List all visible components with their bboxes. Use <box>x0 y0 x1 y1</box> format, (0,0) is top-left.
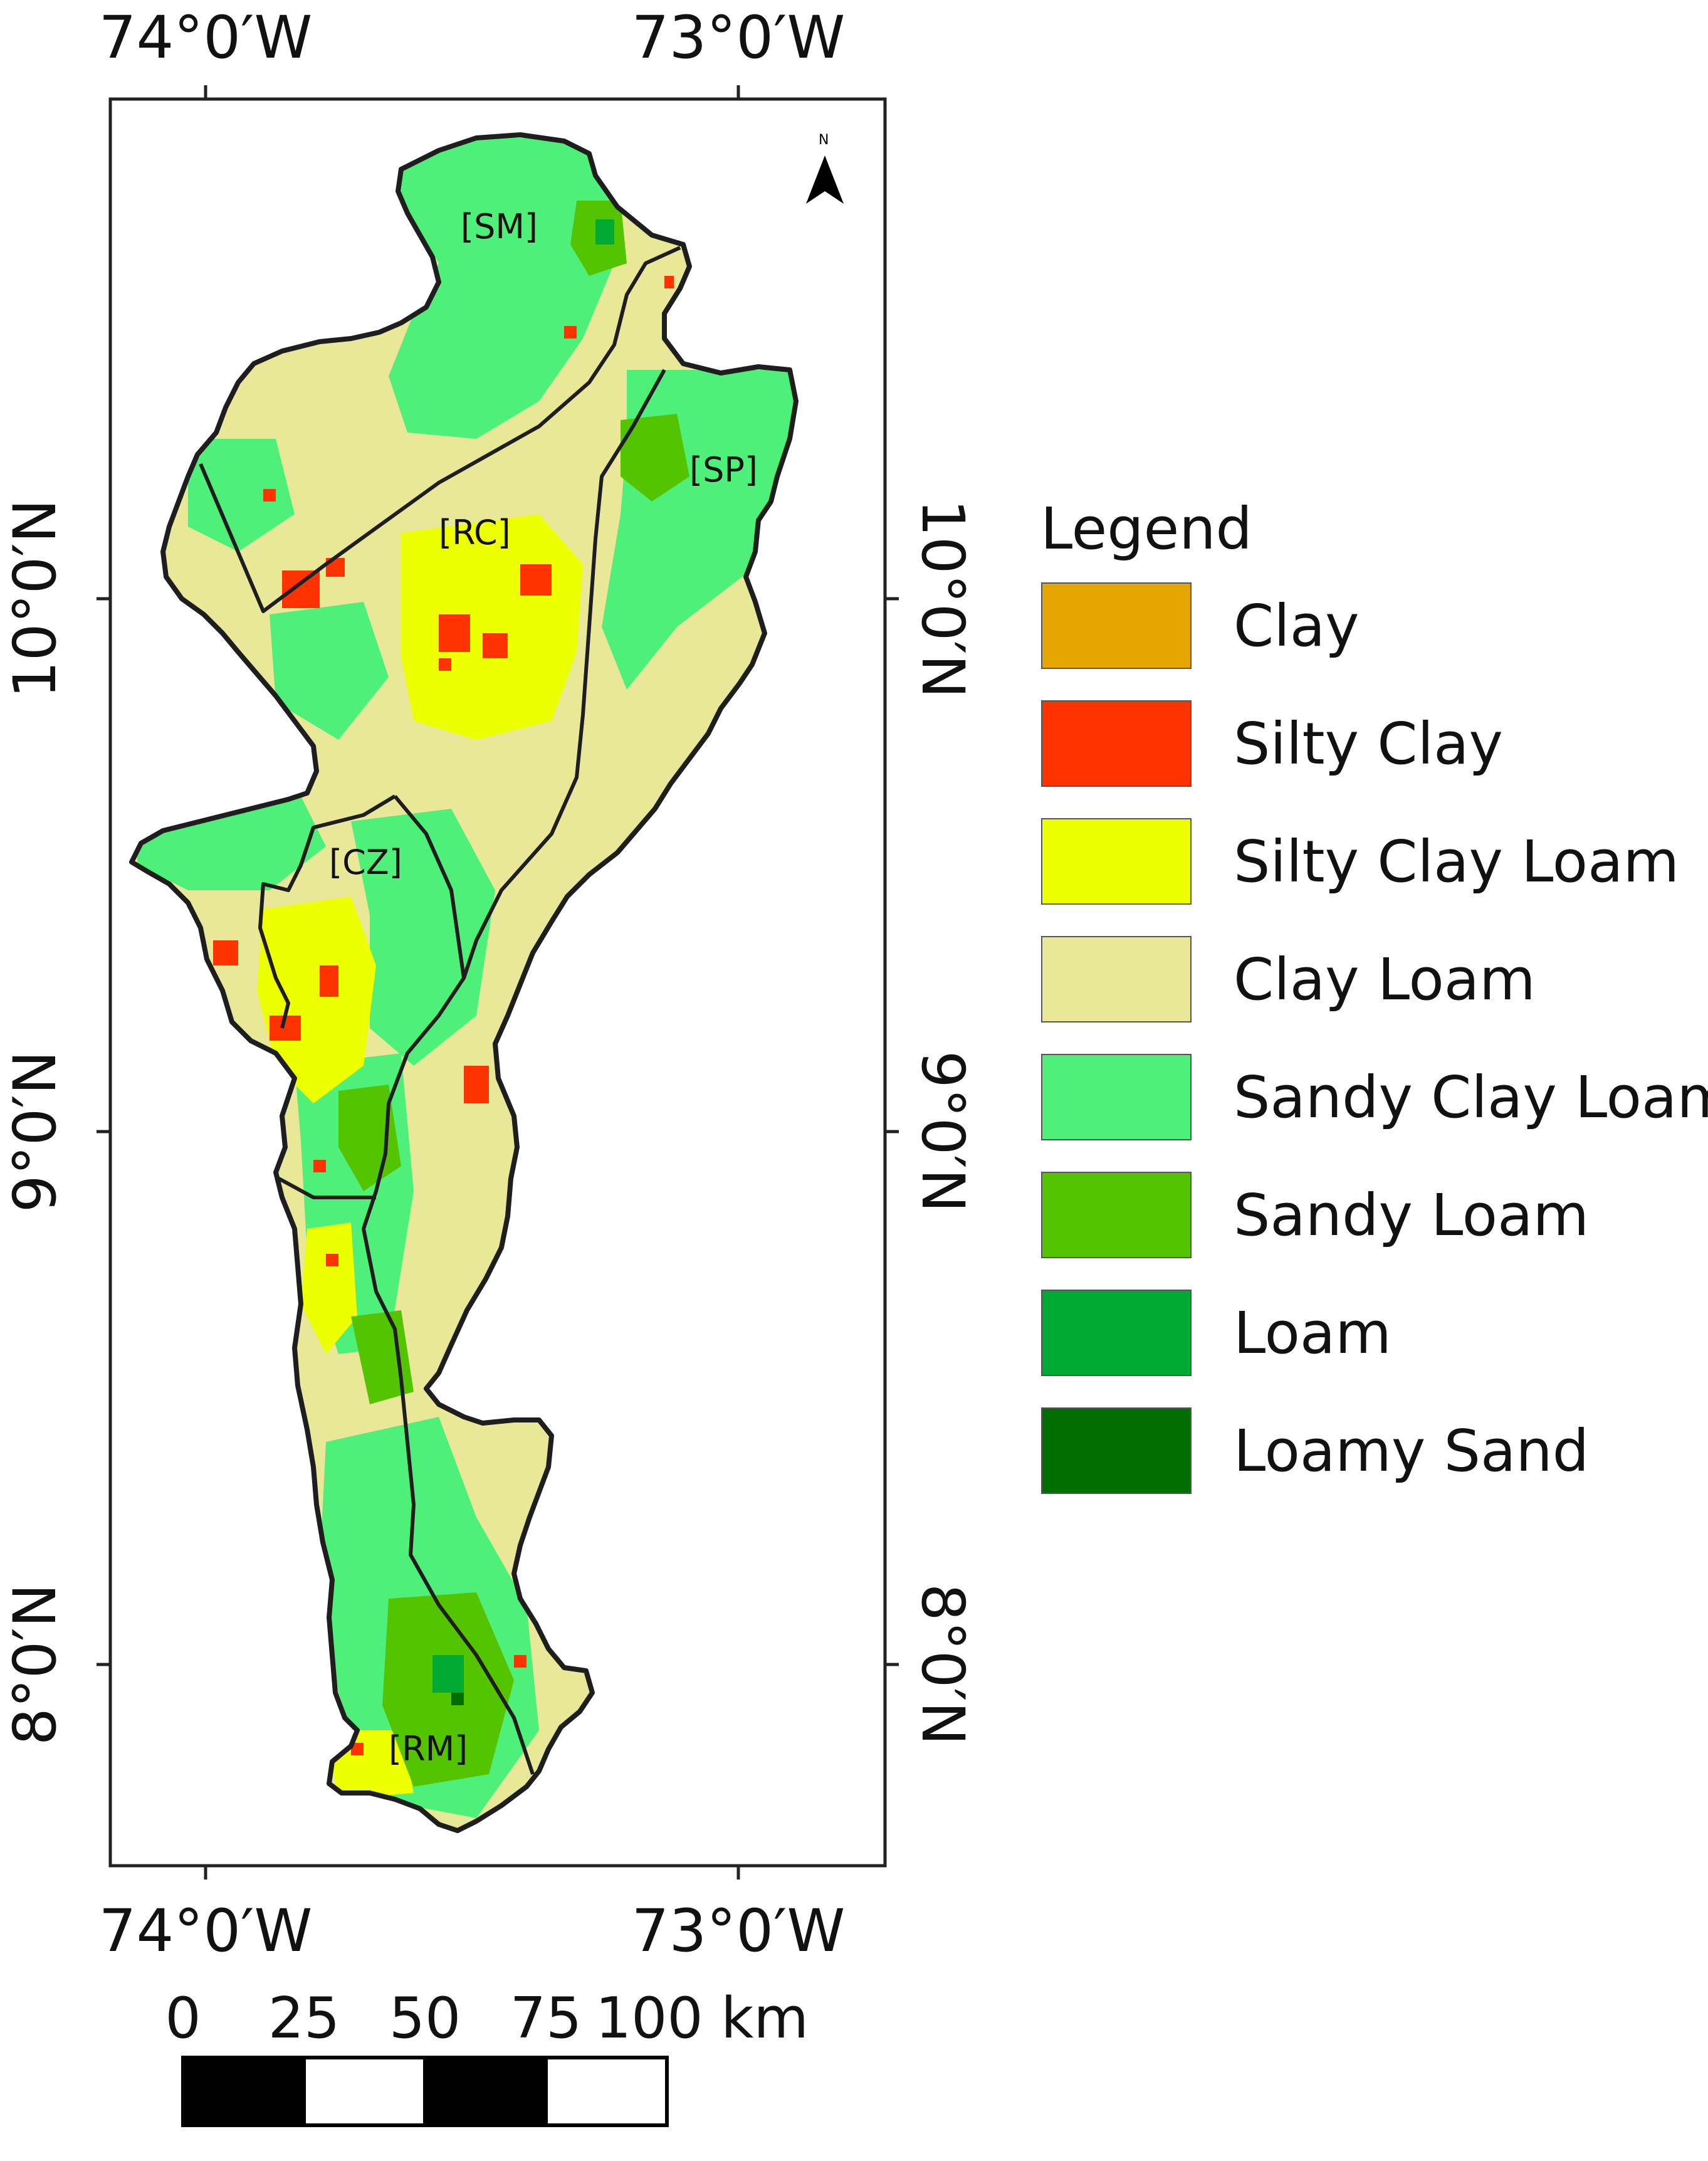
legend-swatch-sandy-loam <box>1041 1172 1192 1258</box>
right-tick-label-10n: 10°0′N <box>908 499 977 698</box>
boundary-rc-sp <box>462 369 666 979</box>
north-arrow-letter: N <box>819 132 829 148</box>
scale-label-0: 0 <box>165 1985 201 2051</box>
region-label-cz: [CZ] <box>329 843 402 882</box>
scale-label-100km: 100 km <box>595 1985 809 2051</box>
legend-title: Legend <box>1040 495 1252 562</box>
scale-segment-4 <box>544 2056 669 2127</box>
legend: Legend Clay Silty Clay Silty Clay Loam C… <box>1040 495 1708 1494</box>
legend-label-silty-clay: Silty Clay <box>1234 710 1503 777</box>
loam-patch-sm <box>595 219 614 244</box>
top-tick-label-73w: 73°0′W <box>632 4 846 72</box>
map-ticks <box>97 85 899 1880</box>
legend-swatch-clay <box>1041 582 1192 669</box>
legend-item-silty-clay: Silty Clay <box>1041 700 1503 787</box>
legend-label-sandy-loam: Sandy Loam <box>1234 1182 1589 1249</box>
scale-label-75: 75 <box>510 1985 582 2051</box>
legend-item-sandy-clay-loam: Sandy Clay Loam <box>1041 1054 1708 1140</box>
left-tick-label-10n: 10°0′N <box>1 499 70 698</box>
legend-item-clay: Clay <box>1041 582 1360 669</box>
legend-item-sandy-loam: Sandy Loam <box>1041 1172 1589 1258</box>
sandy-loam-zone-lower <box>351 1310 414 1404</box>
bottom-tick-label-73w: 73°0′W <box>632 1897 846 1965</box>
left-tick-label-9n: 9°0′N <box>1 1051 70 1212</box>
legend-swatch-sandy-clay-loam <box>1041 1054 1192 1140</box>
scale-segment-2 <box>302 2056 427 2127</box>
legend-swatch-silty-clay <box>1041 700 1192 787</box>
legend-item-loam: Loam <box>1041 1290 1391 1376</box>
sandy-clay-loam-zone-upper-west <box>188 439 295 552</box>
legend-item-silty-clay-loam: Silty Clay Loam <box>1041 818 1679 905</box>
legend-swatch-silty-clay-loam <box>1041 818 1192 905</box>
region-boundaries <box>199 246 681 1775</box>
legend-label-loamy-sand: Loamy Sand <box>1234 1417 1589 1485</box>
scale-segment-1 <box>181 2056 306 2127</box>
legend-label-silty-clay-loam: Silty Clay Loam <box>1234 828 1679 895</box>
right-tick-label-8n: 8°0′N <box>908 1584 977 1745</box>
top-tick-label-74w: 74°0′W <box>99 4 313 72</box>
loam-patch-rm <box>432 1655 464 1693</box>
loamy-sand-patch <box>451 1693 464 1705</box>
region-label-rm: [RM] <box>389 1729 468 1769</box>
scale-bar: 0 25 50 75 100 km <box>165 1985 809 2127</box>
scale-segment-3 <box>423 2056 548 2127</box>
bottom-tick-label-74w: 74°0′W <box>99 1897 313 1965</box>
north-arrow-icon: N <box>806 132 844 204</box>
boundary-sm-rc <box>199 246 681 613</box>
study-area-outline <box>129 132 799 1833</box>
legend-label-loam: Loam <box>1234 1300 1391 1367</box>
scale-label-25: 25 <box>268 1985 340 2051</box>
sandy-loam-zone-mid <box>338 1085 401 1191</box>
sandy-clay-loam-zone-center <box>351 809 495 1066</box>
silty-clay-patches <box>213 276 674 1755</box>
legend-swatch-loamy-sand <box>1041 1407 1192 1494</box>
boundary-cz <box>362 795 535 1775</box>
region-label-sm: [SM] <box>461 207 538 246</box>
boundary-cross-lower <box>278 1177 376 1199</box>
region-label-rc: [RC] <box>439 513 511 552</box>
boundary-cz-west <box>258 794 396 1029</box>
legend-label-clay-loam: Clay Loam <box>1234 946 1536 1013</box>
scale-label-50: 50 <box>389 1985 461 2051</box>
legend-item-clay-loam: Clay Loam <box>1041 936 1536 1023</box>
left-tick-label-8n: 8°0′N <box>1 1584 70 1745</box>
sandy-clay-loam-zone-north <box>389 138 627 439</box>
legend-label-clay: Clay <box>1234 592 1360 660</box>
sandy-loam-zone-sp <box>621 414 689 502</box>
right-tick-label-9n: 9°0′N <box>908 1051 977 1212</box>
sandy-clay-loam-zone-upper-center <box>270 602 389 740</box>
silty-clay-loam-zone-mid <box>301 1222 357 1354</box>
region-label-sp: [SP] <box>689 450 758 490</box>
legend-swatch-loam <box>1041 1290 1192 1376</box>
legend-item-loamy-sand: Loamy Sand <box>1041 1407 1589 1494</box>
legend-swatch-clay-loam <box>1041 936 1192 1023</box>
legend-label-sandy-clay-loam: Sandy Clay Loam <box>1234 1064 1708 1131</box>
silty-clay-loam-zone-cz <box>257 896 376 1103</box>
